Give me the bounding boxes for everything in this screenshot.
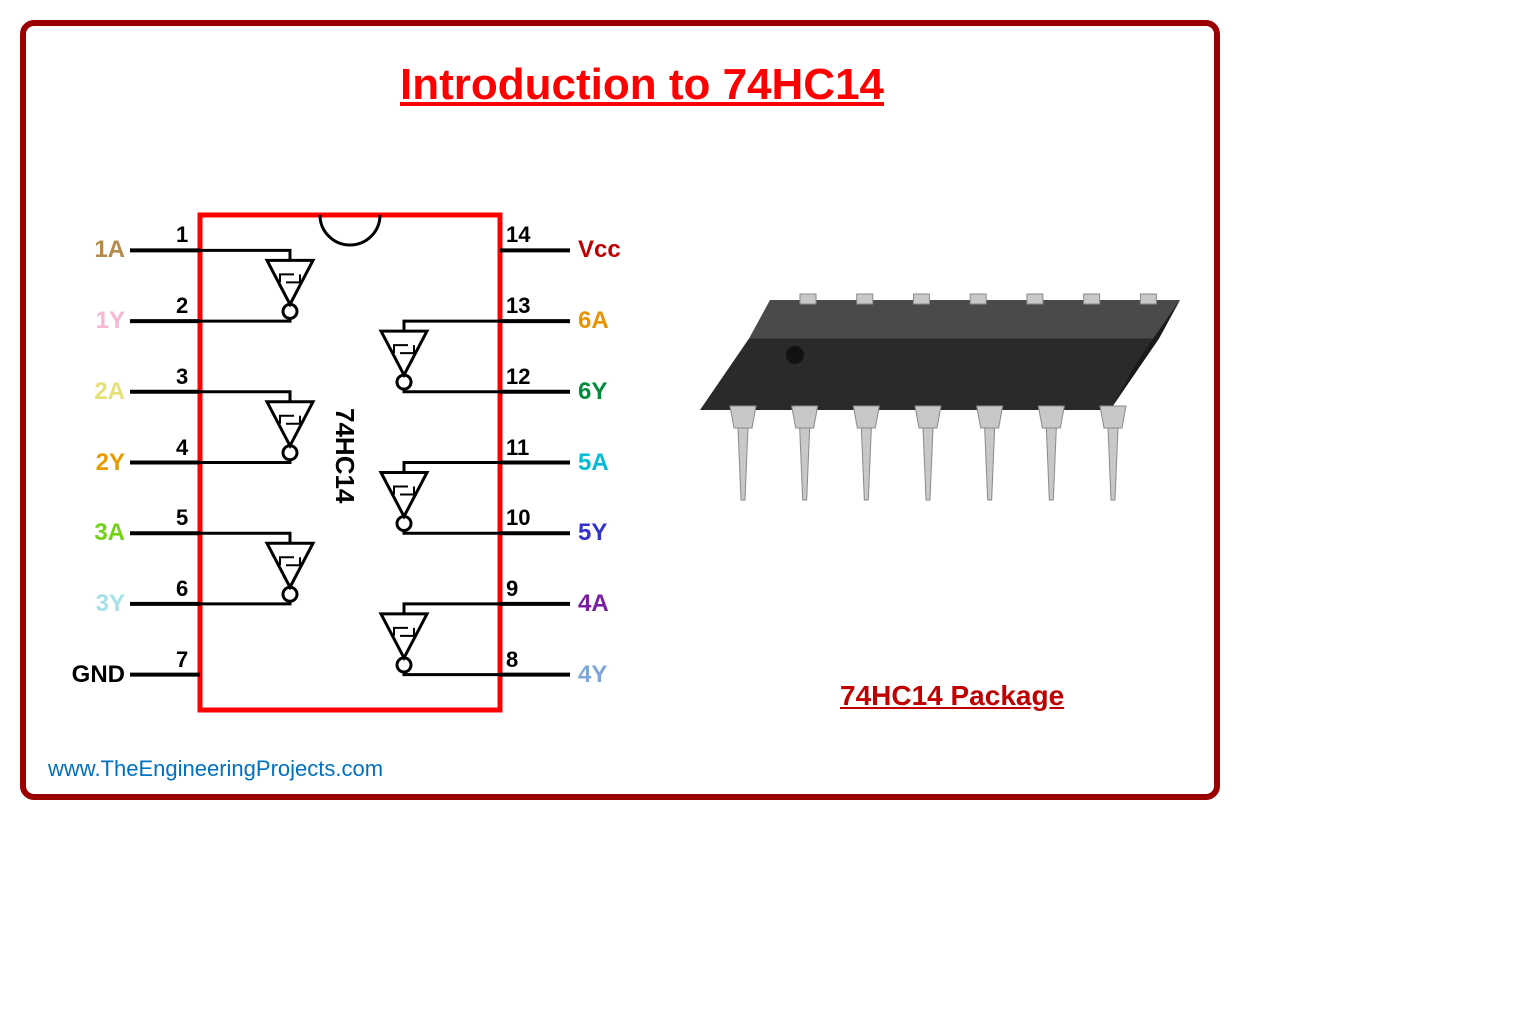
package-svg	[0, 0, 1519, 1009]
package-label: 74HC14 Package	[840, 680, 1064, 712]
infographic-root: Introduction to 74HC14www.TheEngineering…	[0, 0, 1519, 1009]
